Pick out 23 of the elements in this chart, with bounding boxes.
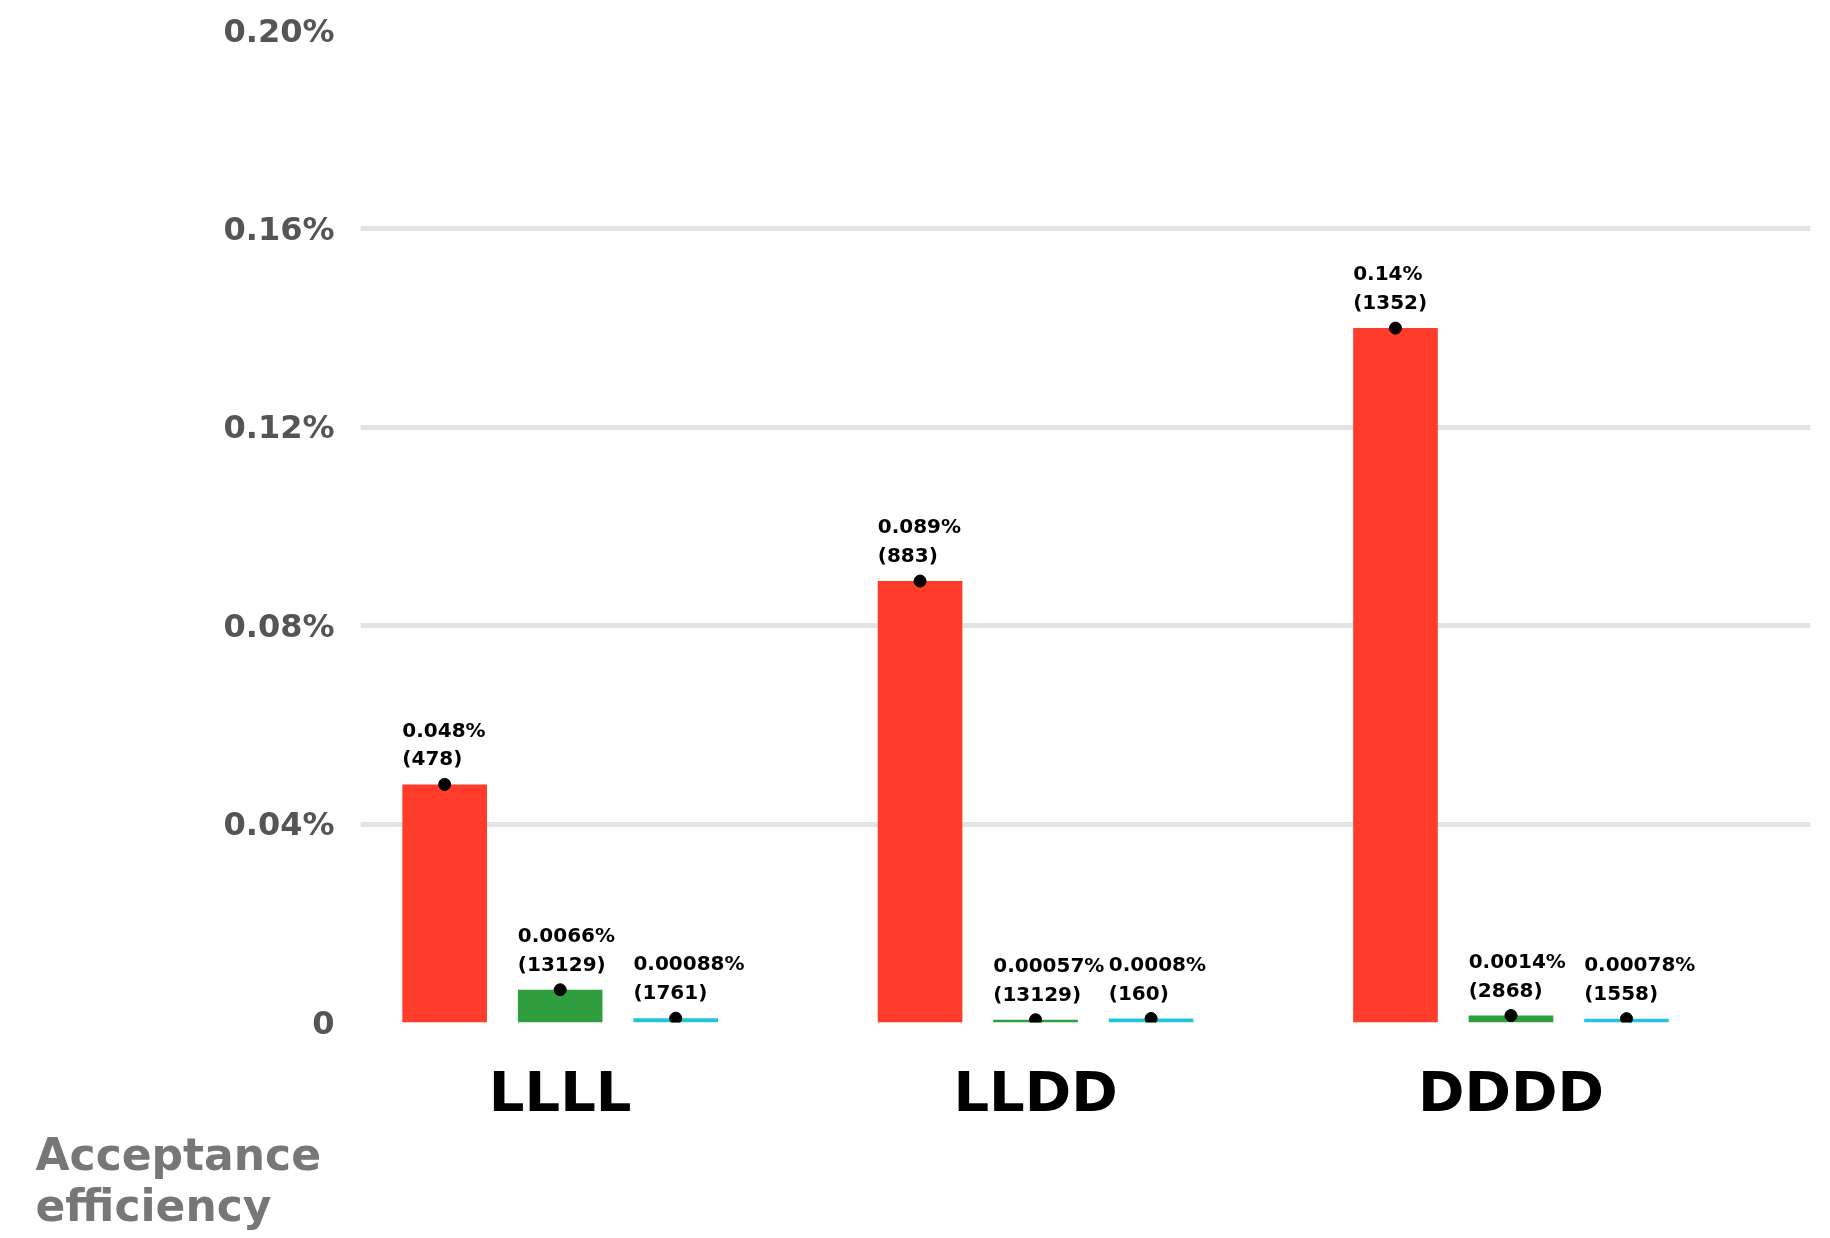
y-axis-title: Acceptance efficiency xyxy=(35,1128,322,1231)
bar xyxy=(402,784,487,1023)
y-tick-label: 0.16% xyxy=(223,209,335,248)
bar xyxy=(877,581,963,1023)
x-tick-label: LLLL xyxy=(488,1058,632,1124)
x-tick-label: LLDD xyxy=(953,1058,1118,1124)
data-label: 0.0008% (160) xyxy=(1108,951,1207,1005)
bar xyxy=(517,989,603,1023)
y-tick-label: 0.08% xyxy=(223,606,335,645)
data-label: 0.14% (1352) xyxy=(1353,261,1428,315)
data-label: 0.00078% (1558) xyxy=(1584,951,1696,1005)
data-label: 0.048% (478) xyxy=(402,717,486,771)
y-tick-label: 0.20% xyxy=(223,11,335,50)
x-tick-label: DDDD xyxy=(1418,1058,1604,1124)
data-label: 0.00057% (13129) xyxy=(993,952,1105,1006)
bar xyxy=(1353,328,1438,1023)
y-tick-label: 0.12% xyxy=(223,408,335,447)
data-label: 0.0066% (13129) xyxy=(517,922,616,976)
data-label: 0.0014% (2868) xyxy=(1468,948,1566,1002)
data-label: 0.089% (883) xyxy=(877,514,962,568)
y-tick-label: 0.04% xyxy=(223,805,335,844)
y-tick-label: 0 xyxy=(312,1003,335,1042)
data-label: 0.00088% (1761) xyxy=(633,951,745,1005)
